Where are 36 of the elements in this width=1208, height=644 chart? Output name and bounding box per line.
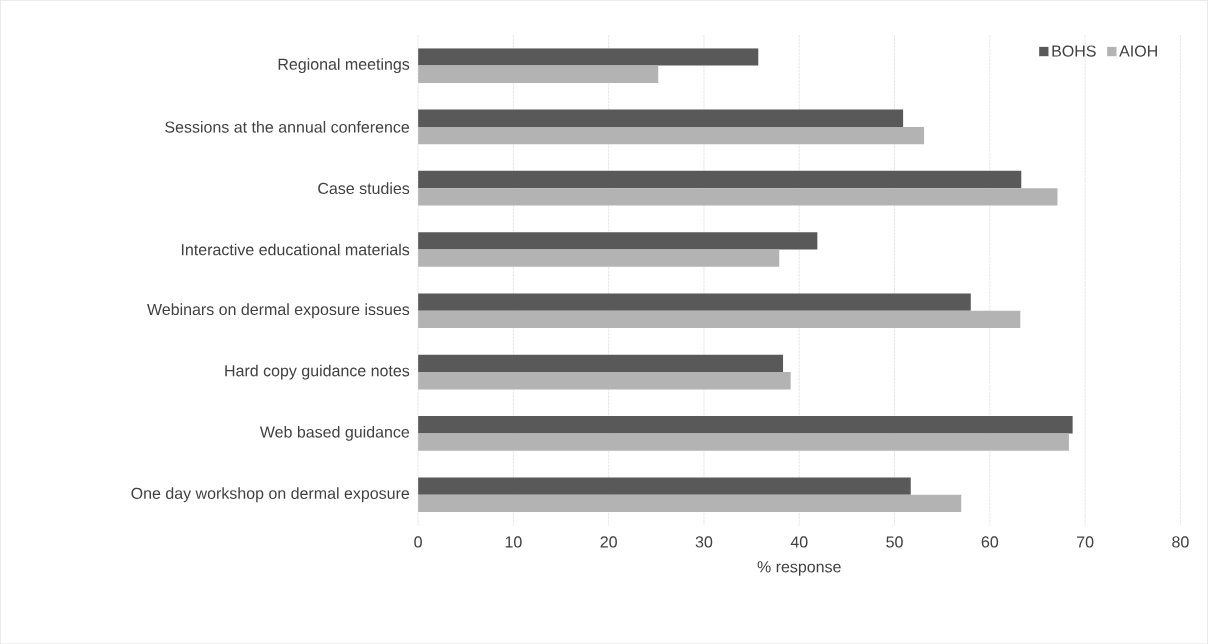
y-tick-label: Interactive educational materials xyxy=(181,243,410,256)
bar xyxy=(418,371,791,390)
x-tick-label: 30 xyxy=(695,536,713,548)
bar xyxy=(418,310,1021,329)
x-tick-label: 20 xyxy=(600,536,617,548)
x-tick-label: 40 xyxy=(790,536,808,548)
bar xyxy=(418,126,925,145)
bar xyxy=(418,249,780,267)
x-tick-label: 60 xyxy=(981,536,999,548)
bar xyxy=(418,433,1069,451)
x-tick-label: 80 xyxy=(1172,536,1189,548)
legend-label: AIOH xyxy=(1119,45,1157,57)
bar xyxy=(418,232,818,250)
legend-label: BOHS xyxy=(1052,45,1096,57)
y-tick-label: Webinars on dermal exposure issues xyxy=(147,303,410,319)
bar xyxy=(418,188,1058,206)
x-tick-label: 10 xyxy=(505,536,522,548)
y-tick-label: Sessions at the annual conference xyxy=(165,120,410,133)
y-tick-label: Web based guidance xyxy=(259,425,410,441)
x-tick-label: 50 xyxy=(886,536,903,548)
y-tick-label: Regional meetings xyxy=(278,58,410,73)
bar xyxy=(418,293,971,311)
bar xyxy=(418,477,911,495)
bar xyxy=(418,354,784,372)
bar xyxy=(418,109,904,127)
y-tick-label: Case studies xyxy=(318,182,410,194)
y-tick-label: One day workshop on dermal exposure xyxy=(131,487,410,503)
x-tick-label: 0 xyxy=(414,536,422,548)
bar xyxy=(418,65,659,83)
y-tick-label: Hard copy guidance notes xyxy=(225,364,410,380)
x-axis-title: % response xyxy=(757,561,841,576)
bar xyxy=(418,170,1022,189)
x-tick-label: 70 xyxy=(1077,536,1094,548)
bar xyxy=(418,415,1073,434)
bar xyxy=(418,494,962,512)
bar xyxy=(418,48,759,66)
